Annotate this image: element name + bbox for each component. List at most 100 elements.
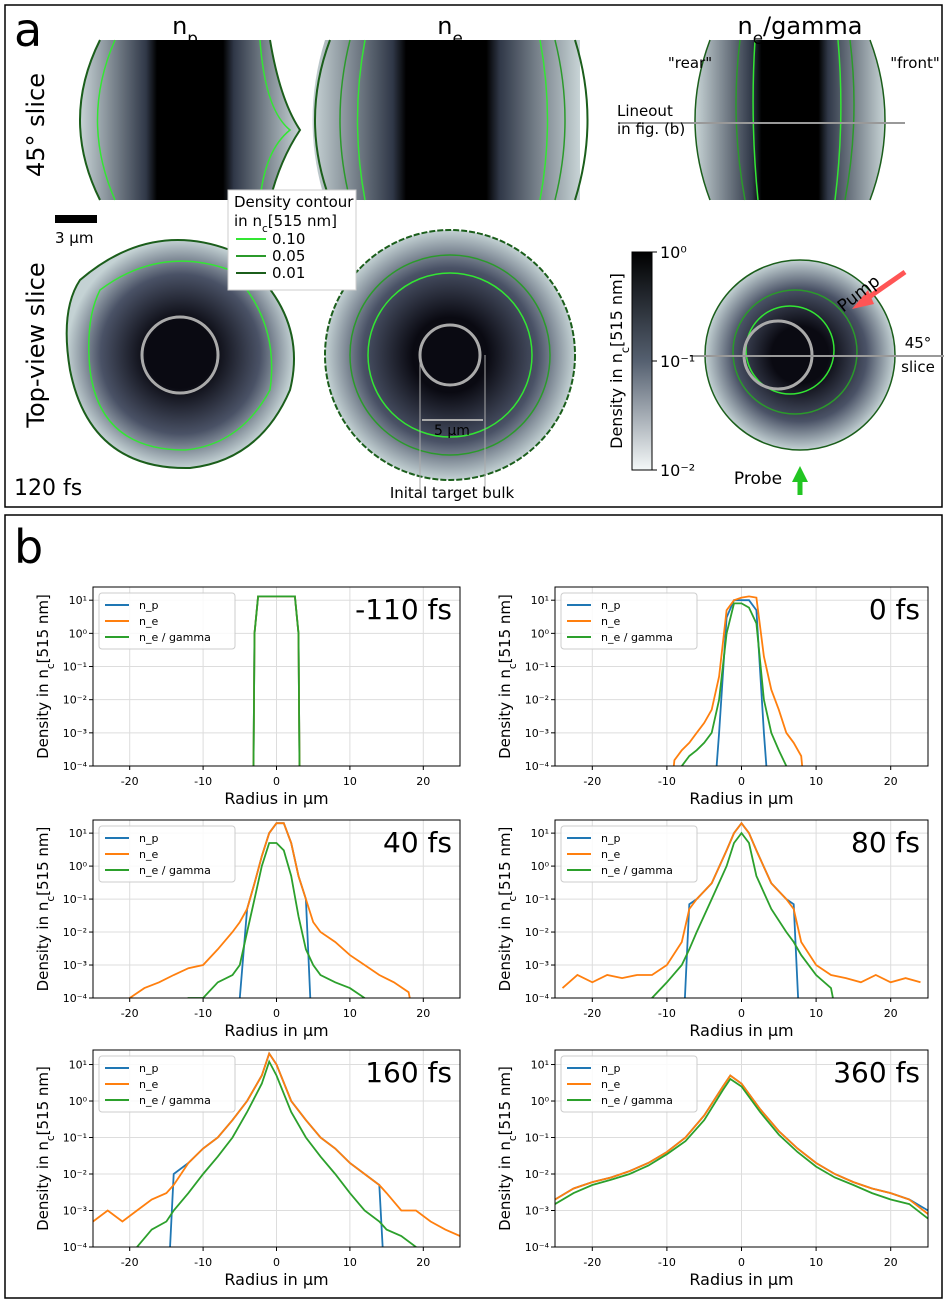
x-tick-label: 20 [416,1256,430,1269]
y-tick-label: 10⁻¹ [63,1132,87,1145]
x-axis-label: Radius in µm [689,789,793,808]
y-tick-label: 10⁻⁴ [63,760,88,773]
legend-label: n_e / gamma [601,1094,673,1107]
data-line [136,1059,417,1247]
y-axis-label-part: [515 nm] [34,1066,52,1135]
annotation: 360 fs [833,1056,920,1089]
x-tick-label: -10 [658,1256,676,1269]
data-line [252,595,301,766]
legend-title-part: [515 nm] [268,212,337,230]
y-tick-label: 10⁻¹ [63,893,87,906]
x-tick-label: 10 [343,1256,357,1269]
x-tick-label: 0 [738,1256,745,1269]
legend-label: n_p [139,832,158,845]
colorbar-tick-label: 10⁰ [660,243,687,262]
y-tick-label: 10⁻² [63,694,87,707]
y-axis-label-part: c [45,1135,57,1141]
y-axis-label-part: Density in n [496,902,514,992]
legend-label: n_p [601,599,620,612]
y-tick-label: 10¹ [69,1059,87,1072]
legend-title-part: in n [234,212,262,230]
x-tick-label: 10 [809,775,823,788]
x-axis-label: Radius in µm [224,1021,328,1040]
x-tick-label: 20 [416,1007,430,1020]
legend-label: n_e / gamma [601,864,673,877]
legend-label: n_e [139,1078,158,1091]
column-title-part: n [172,12,187,40]
y-axis-label-part: c [507,1135,519,1141]
column-title-part: e [452,28,462,48]
colorbar-label: Density in nc[515 nm] [607,273,632,449]
x-tick-label: 20 [884,775,898,788]
y-axis-label-part: Density in n [496,669,514,759]
x-tick-label: -20 [121,775,139,788]
plot-frame [92,819,461,999]
x-tick-label: 10 [809,1256,823,1269]
annotation: 40 fs [383,826,452,859]
column-title-part: p [187,28,198,48]
y-tick-label: 10⁻⁴ [63,992,88,1005]
column-title: np [172,12,198,48]
x-tick-label: 0 [273,775,280,788]
column-title-part: n [737,12,752,40]
plot-frame [92,1049,461,1248]
y-axis-label: Density in nc[515 nm] [34,1066,57,1231]
legend-label: n_p [139,1062,158,1075]
annotation: Lineout [617,102,673,120]
legend-label: n_p [601,1062,620,1075]
legend-label: n_e / gamma [139,864,211,877]
y-tick-label: 10⁰ [531,860,550,873]
y-tick-label: 10⁻¹ [525,661,549,674]
chart: -20 -10 0 10 20 10⁻⁴ 10⁻³ 10⁻² 10⁻¹ 10⁰ 10¹ Radius … [34,1049,461,1289]
chart: -20 -10 0 10 20 10⁻⁴ 10⁻³ 10⁻² 10⁻¹ 10⁰ 10¹ Radius … [34,586,461,808]
y-axis-label-part: [515 nm] [496,1066,514,1135]
colorbar-tick-label: 10⁻² [660,461,695,480]
y-tick-label: 10⁻³ [63,959,87,972]
x-tick-label: -10 [658,775,676,788]
data-line [715,599,768,766]
x-tick-label: 20 [884,1007,898,1020]
chart: -20 -10 0 10 20 10⁻⁴ 10⁻³ 10⁻² 10⁻¹ 10⁰ 10¹ Radius … [496,586,929,808]
x-tick-label: -10 [658,1007,676,1020]
y-tick-label: 10¹ [69,594,87,607]
legend-title: Density contour [234,193,354,211]
y-axis-label-part: c [45,896,57,902]
scale-bar-label: 3 µm [55,229,93,247]
y-tick-label: 10⁻⁴ [525,1241,550,1254]
data-line [651,831,834,998]
chart: -20 -10 0 10 20 10⁻⁴ 10⁻³ 10⁻² 10⁻¹ 10⁰ 10¹ Radius … [496,819,929,1040]
annotation: "rear" [668,54,712,72]
y-tick-label: 10⁻³ [525,727,549,740]
legend-label: n_e / gamma [139,631,211,644]
y-axis-label: Density in nc[515 nm] [496,1066,519,1231]
row-title: Top-view slice [22,262,50,428]
legend-label: n_e [601,1078,620,1091]
x-tick-label: 20 [884,1256,898,1269]
panel-frame [4,514,943,1299]
y-axis-label: Density in nc[515 nm] [496,594,519,759]
legend-label: n_p [139,599,158,612]
x-axis-label: Radius in µm [224,789,328,808]
legend-box [98,592,236,650]
x-tick-label: -10 [194,775,212,788]
x-tick-label: -20 [121,1007,139,1020]
y-tick-label: 10⁰ [531,1095,550,1108]
data-line [672,595,804,766]
legend-label: n_e / gamma [601,631,673,644]
legend-label: 0.10 [272,230,305,248]
x-axis-label: Radius in µm [224,1270,328,1289]
x-tick-label: 0 [738,1007,745,1020]
y-axis-label-part: Density in n [34,669,52,759]
column-title-part: n [437,12,452,40]
y-tick-label: 10⁻⁴ [525,992,550,1005]
x-tick-label: 0 [273,1256,280,1269]
data-line [187,842,366,998]
legend-title: in nc[515 nm] [234,212,337,235]
x-tick-label: 20 [416,775,430,788]
data-line [680,602,788,766]
y-tick-label: 10¹ [69,827,87,840]
y-axis-label-part: c [507,896,519,902]
y-axis-label-part: Density in n [34,1141,52,1231]
